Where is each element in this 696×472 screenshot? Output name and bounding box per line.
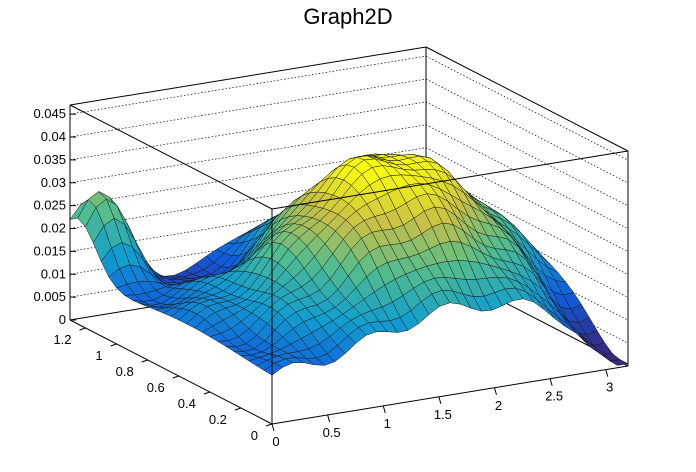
z-gridline-side xyxy=(425,124,629,230)
y-tick-label: 1.2 xyxy=(53,332,71,347)
box-edge-front-0 xyxy=(271,365,629,425)
z-gridline-back xyxy=(69,101,427,161)
axis-box-front xyxy=(69,104,629,425)
x-tick-label: 1.5 xyxy=(434,407,452,422)
y-tick-label: 0.4 xyxy=(178,396,196,411)
y-tick-label: 0 xyxy=(251,428,258,443)
x-tick-mark xyxy=(382,405,386,414)
y-tick-label: 0.8 xyxy=(116,364,134,379)
y-tick-mark xyxy=(110,343,117,347)
box-edge-back-4 xyxy=(425,46,629,152)
z-gridline-side xyxy=(425,147,629,252)
y-tick-mark xyxy=(141,359,148,363)
z-tick-label: 0.03 xyxy=(41,175,66,190)
y-tick-label: 0.2 xyxy=(209,412,227,427)
y-tick-label: 0.6 xyxy=(147,380,165,395)
y-tick-mark xyxy=(79,327,86,331)
chart-title: Graph2D xyxy=(303,4,392,29)
box-edge-front-5 xyxy=(271,150,629,210)
surface-mesh xyxy=(69,153,629,376)
y-tick-label: 1 xyxy=(95,348,102,363)
x-tick-mark xyxy=(605,369,609,377)
box-edge-front-1 xyxy=(69,319,273,425)
x-tick-label: 0.5 xyxy=(323,425,341,440)
z-tick-label: 0.02 xyxy=(41,221,66,236)
z-tick-label: 0.025 xyxy=(33,198,66,213)
box-edge-front-4 xyxy=(69,104,273,210)
z-gridline-side xyxy=(425,215,629,321)
z-axis-ticks: 0 0.005 0.01 0.015 0.02 0.025 0.03 0.035 0.04 0.0… xyxy=(33,106,76,327)
z-tick-label: 0.01 xyxy=(41,266,66,281)
z-tick-label: 0.035 xyxy=(33,152,66,167)
z-gridline-side xyxy=(425,55,629,161)
x-tick-mark xyxy=(271,423,275,432)
surface-cell xyxy=(609,359,629,366)
z-gridline-side xyxy=(425,170,629,275)
y-tick-mark xyxy=(203,391,211,395)
y-tick-mark xyxy=(234,407,242,411)
z-tick-label: 0.005 xyxy=(33,289,66,304)
x-tick-label: 2 xyxy=(495,398,502,413)
y-tick-mark xyxy=(265,423,273,427)
x-tick-mark xyxy=(494,387,497,395)
z-gridline-back xyxy=(69,170,427,229)
x-tick-label: 1 xyxy=(384,416,391,431)
y-axis-ticks: 0 0.2 0.4 0.6 0.8 1 1.2 xyxy=(53,327,273,443)
x-tick-mark xyxy=(438,396,442,404)
z-tick-label: 0 xyxy=(59,312,66,327)
x-tick-mark xyxy=(327,414,331,423)
z-tick-label: 0.045 xyxy=(33,106,66,121)
x-tick-label: 3 xyxy=(606,380,613,395)
z-gridline-side xyxy=(425,193,629,298)
x-axis-ticks: 0 0.5 1 1.5 2 2.5 3 xyxy=(271,369,613,449)
z-gridline-side xyxy=(425,101,629,207)
box-edge-back-3 xyxy=(69,46,427,106)
z-gridline-back xyxy=(69,55,427,115)
x-tick-mark xyxy=(549,378,553,386)
y-tick-mark xyxy=(172,375,179,379)
z-gridline-back xyxy=(69,147,427,206)
z-tick-label: 0.04 xyxy=(41,129,66,144)
z-tick-label: 0.015 xyxy=(33,243,66,258)
z-gridline-back xyxy=(69,78,427,138)
x-tick-label: 0 xyxy=(272,434,279,449)
z-gridline-back xyxy=(69,124,427,184)
x-tick-label: 2.5 xyxy=(545,389,563,404)
z-gridline-side xyxy=(425,78,629,184)
